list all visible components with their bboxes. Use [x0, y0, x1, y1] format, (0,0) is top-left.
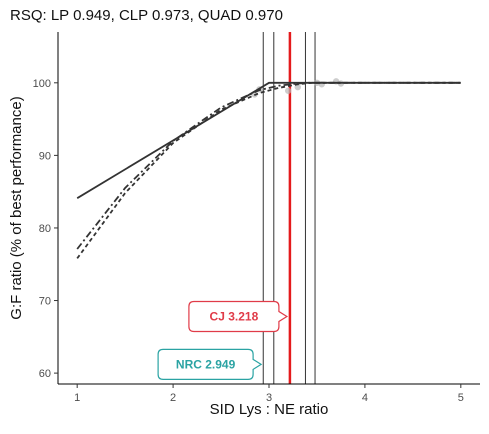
series-line-quad — [76, 81, 461, 259]
series-line-lp — [76, 81, 461, 199]
x-tick-label: 3 — [266, 392, 272, 404]
y-tick-label: 90 — [39, 150, 51, 162]
annotation-label: CJ 3.218 — [210, 310, 259, 324]
y-tick-label: 70 — [39, 296, 51, 308]
series-line-clp — [76, 81, 461, 250]
x-axis-label: SID Lys : NE ratio — [210, 401, 329, 418]
data-point — [284, 87, 292, 94]
annotation-cj: CJ 3.218 — [188, 300, 289, 333]
annotation-nrc: NRC 2.949 — [157, 348, 263, 381]
data-point — [294, 83, 301, 91]
y-tick-label: 60 — [39, 368, 51, 380]
y-axis-label: G:F ratio (% of best performance) — [8, 96, 25, 319]
annotation-label: NRC 2.949 — [176, 357, 236, 371]
annotation-box — [157, 348, 263, 381]
plot-area: 1 2 3 4 5 60 70 80 90 100 CJ 3.218 NRC 2.949 — [33, 32, 480, 404]
x-tick-label: 1 — [74, 392, 80, 404]
y-tick-label: 80 — [39, 223, 51, 235]
x-tick-label: 4 — [362, 392, 368, 404]
chart-title: RSQ: LP 0.949, CLP 0.973, QUAD 0.970 — [10, 7, 283, 24]
x-tick-label: 5 — [458, 392, 464, 404]
annotation-box — [188, 300, 289, 333]
y-tick-label: 100 — [33, 78, 51, 90]
x-tick-label: 2 — [170, 392, 176, 404]
